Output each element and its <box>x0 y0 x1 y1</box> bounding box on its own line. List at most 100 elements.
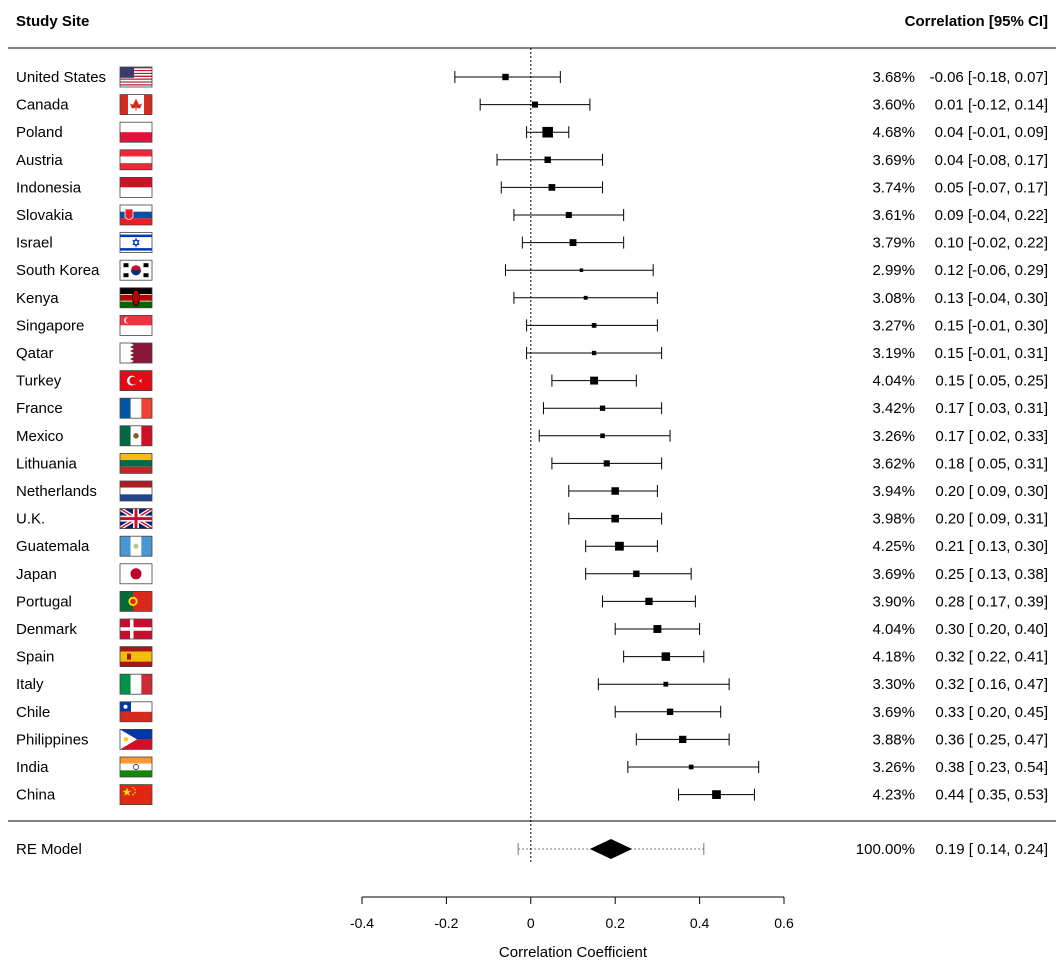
study-site-label: Chile <box>16 704 50 721</box>
point-estimate-marker <box>663 681 669 687</box>
study-row: Japan 3.69% 0.25 [ 0.13, 0.38] <box>16 563 1048 585</box>
x-tick-label: 0.4 <box>690 915 710 931</box>
study-weight: 3.61% <box>872 207 915 224</box>
study-weight: 2.99% <box>872 262 915 279</box>
point-estimate-marker <box>502 73 509 81</box>
study-site-label: Canada <box>16 97 69 114</box>
study-row: Kenya 3.08% 0.13 [-0.04, 0.30] <box>16 287 1048 309</box>
x-tick-label: 0 <box>527 915 535 931</box>
point-estimate-marker <box>666 708 674 716</box>
study-row: Singapore 3.27% 0.15 [-0.01, 0.30] <box>16 314 1048 336</box>
study-weight: 3.69% <box>872 566 915 583</box>
france-flag-icon <box>119 397 153 419</box>
mexico-flag-icon <box>119 425 153 447</box>
point-estimate-marker <box>633 570 640 578</box>
study-site-label: Mexico <box>16 428 64 445</box>
portugal-flag-icon <box>119 591 153 612</box>
study-weight: 4.68% <box>872 124 915 141</box>
study-weight: 3.79% <box>872 235 915 252</box>
study-row: Indonesia 3.74% 0.05 [-0.07, 0.17] <box>16 176 1048 198</box>
study-ci-text: 0.32 [ 0.16, 0.47] <box>935 676 1048 693</box>
study-weight: 3.19% <box>872 345 915 362</box>
study-row: Italy 3.30% 0.32 [ 0.16, 0.47] <box>16 673 1048 695</box>
study-site-label: Kenya <box>16 290 59 307</box>
study-row: Portugal 3.90% 0.28 [ 0.17, 0.39] <box>16 591 1048 612</box>
x-tick-label: -0.2 <box>434 915 458 931</box>
point-estimate-marker <box>615 541 624 551</box>
study-weight: 3.90% <box>872 593 915 610</box>
philippines-flag-icon <box>119 729 153 750</box>
austria-flag-icon <box>119 149 153 171</box>
study-weight: 3.74% <box>872 179 915 196</box>
study-ci-text: 0.13 [-0.04, 0.30] <box>935 290 1048 307</box>
summary-row: RE Model 100.00% 0.19 [ 0.14, 0.24] <box>16 839 1048 859</box>
study-ci-text: 0.28 [ 0.17, 0.39] <box>935 593 1048 610</box>
study-ci-text: 0.12 [-0.06, 0.29] <box>935 262 1048 279</box>
study-site-label: Japan <box>16 566 57 583</box>
study-ci-text: 0.10 [-0.02, 0.22] <box>935 235 1048 252</box>
study-ci-text: 0.20 [ 0.09, 0.30] <box>935 483 1048 500</box>
study-site-label: Singapore <box>16 317 84 334</box>
point-estimate-marker <box>600 433 605 439</box>
italy-flag-icon <box>119 673 153 695</box>
study-ci-text: 0.05 [-0.07, 0.17] <box>935 179 1048 196</box>
study-row: United States 3.68% -0.06 [-0.18, 0.07] <box>16 66 1048 88</box>
study-weight: 3.42% <box>872 400 915 417</box>
study-row: France 3.42% 0.17 [ 0.03, 0.31] <box>16 397 1048 419</box>
denmark-flag-icon <box>119 618 153 640</box>
study-rows: United States 3.68% -0.06 [-0.18, 0.07] Can… <box>16 66 1048 805</box>
study-weight: 4.18% <box>872 649 915 666</box>
study-site-label: Italy <box>16 676 44 693</box>
study-site-label: Indonesia <box>16 179 82 196</box>
point-estimate-marker <box>542 126 553 138</box>
study-weight: 4.23% <box>872 787 915 804</box>
study-weight: 3.69% <box>872 152 915 169</box>
point-estimate-marker <box>661 652 671 661</box>
study-site-label: Denmark <box>16 621 77 638</box>
study-weight: 3.69% <box>872 704 915 721</box>
study-ci-text: 0.44 [ 0.35, 0.53] <box>935 787 1048 804</box>
summary-diamond <box>589 839 633 859</box>
study-row: U.K. 3.98% 0.20 [ 0.09, 0.31] <box>16 506 1048 531</box>
study-weight: 3.88% <box>872 731 915 748</box>
study-row: Netherlands 3.94% 0.20 [ 0.09, 0.30] <box>16 480 1048 502</box>
study-ci-text: 0.21 [ 0.13, 0.30] <box>935 538 1048 555</box>
point-estimate-marker <box>583 295 588 300</box>
study-row: Poland 4.68% 0.04 [-0.01, 0.09] <box>16 121 1048 143</box>
point-estimate-marker <box>569 239 577 247</box>
study-row: Turkey 4.04% 0.15 [ 0.05, 0.25] <box>16 370 1048 392</box>
study-ci-text: 0.15 [-0.01, 0.30] <box>935 317 1048 334</box>
south-korea-flag-icon <box>119 259 153 281</box>
study-weight: 3.62% <box>872 455 915 472</box>
study-row: Philippines 3.88% 0.36 [ 0.25, 0.47] <box>16 729 1048 750</box>
study-weight: 4.25% <box>872 538 915 555</box>
qatar-flag-icon <box>119 342 153 364</box>
study-row: Lithuania 3.62% 0.18 [ 0.05, 0.31] <box>16 452 1048 474</box>
study-ci-text: 0.15 [ 0.05, 0.25] <box>935 373 1048 390</box>
singapore-flag-icon <box>119 314 153 336</box>
study-weight: 3.98% <box>872 511 915 528</box>
canada-flag-icon <box>119 94 153 115</box>
x-tick-label: -0.4 <box>350 915 374 931</box>
study-site-label: Turkey <box>16 373 62 390</box>
x-tick-label: 0.6 <box>774 915 794 931</box>
point-estimate-marker <box>603 460 610 467</box>
study-site-label: South Korea <box>16 262 100 279</box>
netherlands-flag-icon <box>119 480 153 502</box>
study-row: Denmark 4.04% 0.30 [ 0.20, 0.40] <box>16 618 1048 640</box>
study-ci-text: 0.36 [ 0.25, 0.47] <box>935 731 1048 748</box>
study-site-label: Spain <box>16 649 54 666</box>
study-row: India 3.26% 0.38 [ 0.23, 0.54] <box>16 756 1048 778</box>
point-estimate-marker <box>599 405 606 411</box>
study-site-label: Qatar <box>16 345 54 362</box>
india-flag-icon <box>119 756 153 778</box>
study-row: Israel 3.79% 0.10 [-0.02, 0.22] <box>16 232 1048 254</box>
study-row: Canada 3.60% 0.01 [-0.12, 0.14] <box>16 94 1048 115</box>
point-estimate-marker <box>544 156 551 164</box>
indonesia-flag-icon <box>119 176 153 198</box>
study-site-label: France <box>16 400 63 417</box>
study-ci-text: 0.04 [-0.08, 0.17] <box>935 152 1048 169</box>
study-weight: 4.04% <box>872 373 915 390</box>
study-weight: 4.04% <box>872 621 915 638</box>
study-row: Guatemala 4.25% 0.21 [ 0.13, 0.30] <box>16 535 1048 557</box>
